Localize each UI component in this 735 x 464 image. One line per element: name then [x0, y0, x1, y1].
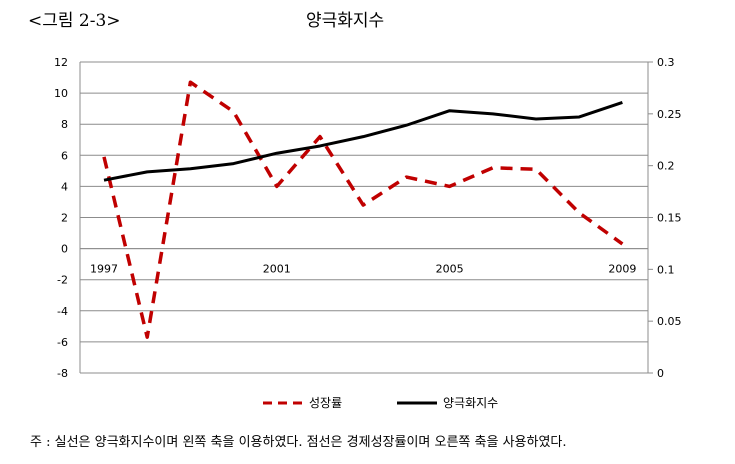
x-tick-label: 2001: [263, 263, 291, 276]
left-tick-label: -4: [57, 305, 68, 318]
right-tick-label: 0.15: [657, 212, 682, 225]
x-tick-label: 1997: [90, 263, 118, 276]
left-tick-label: -6: [57, 336, 68, 349]
chart-title: 양극화지수: [306, 11, 385, 31]
x-tick-label: 2005: [436, 263, 464, 276]
left-tick-label: 10: [54, 87, 68, 100]
right-tick-label: 0.1: [657, 263, 675, 276]
legend: 성장률 양극화지수: [263, 396, 498, 410]
right-tick-label: 0.3: [657, 56, 675, 69]
x-tick-label: 2009: [608, 263, 636, 276]
legend-label: 양극화지수: [443, 396, 498, 410]
left-axis-ticks: 12 10 8 6 4 2 0 -2 -4 -6 -8: [54, 56, 68, 380]
left-tick-label: 12: [54, 56, 68, 69]
legend-label: 성장률: [309, 396, 342, 410]
left-tick-label: 8: [61, 118, 68, 131]
left-tick-label: 0: [61, 243, 68, 256]
footnote: 주 : 실선은 양극화지수이며 왼쪽 축을 이용하였다. 점선은 경제성장률이며…: [30, 435, 567, 450]
right-tick-label: 0.2: [657, 160, 675, 173]
series-line-index: [103, 101, 623, 182]
right-tick-label: 0.25: [657, 108, 682, 121]
series-line-growth: [102, 80, 624, 339]
figure-label: <그림 2-3>: [28, 11, 121, 31]
x-axis-ticks: 1997 2001 2005 2009: [90, 263, 636, 276]
left-tick-label: 4: [61, 180, 68, 193]
left-tick-label: 2: [61, 212, 68, 225]
right-tick-label: 0: [657, 367, 664, 380]
right-axis-ticks: 0.3 0.25 0.2 0.15 0.1 0.05 0: [648, 56, 682, 380]
right-tick-label: 0.05: [657, 315, 682, 328]
gridlines: [79, 61, 649, 374]
left-tick-label: -8: [57, 367, 68, 380]
series-lines: [102, 80, 624, 339]
left-tick-label: 6: [61, 149, 68, 162]
left-tick-label: -2: [57, 274, 68, 287]
